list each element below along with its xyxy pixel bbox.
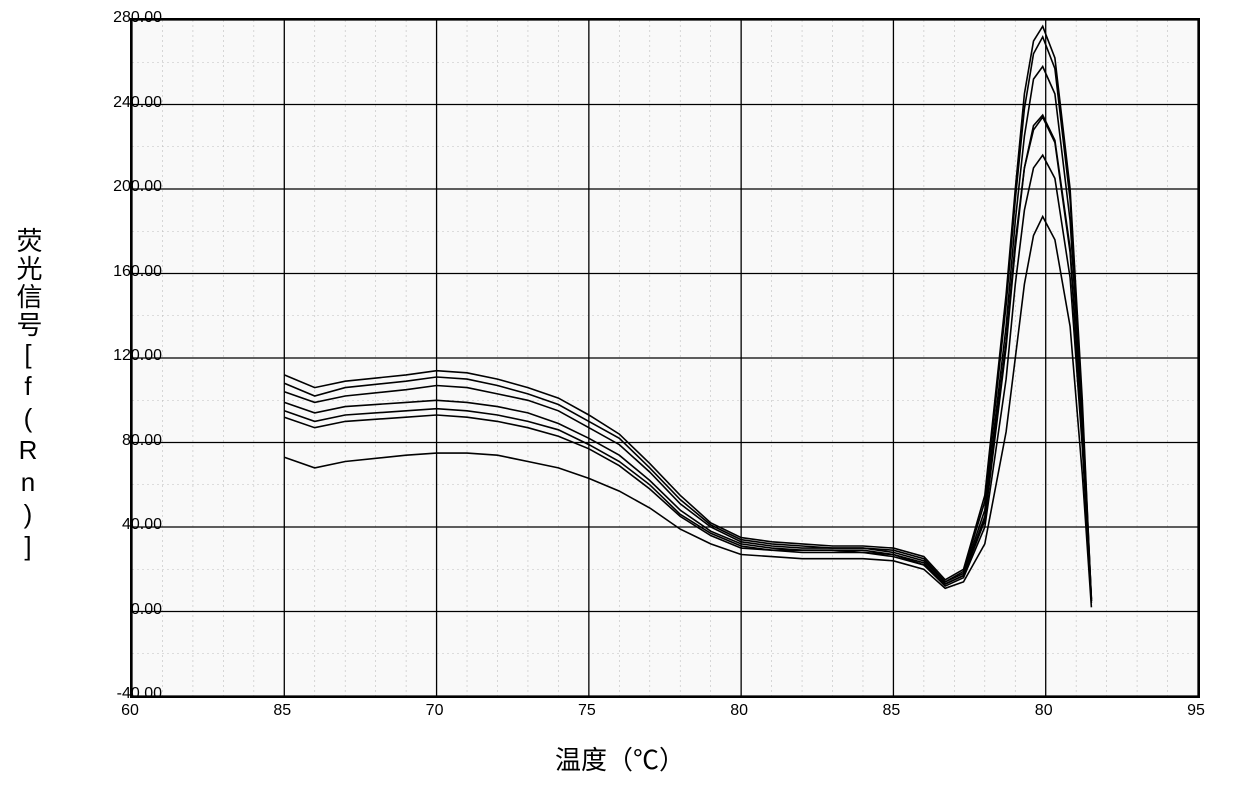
y-axis-label: 荧光信号[f(Rn)] xyxy=(10,227,47,563)
x-axis-label: 温度（℃） xyxy=(555,740,685,777)
series-s5 xyxy=(284,117,1091,601)
series-s4 xyxy=(284,115,1091,601)
x-tick-label: 85 xyxy=(883,702,901,720)
x-tick-label: 95 xyxy=(1187,702,1205,720)
x-tick-label: 70 xyxy=(426,702,444,720)
x-tick-label: 75 xyxy=(578,702,596,720)
y-tick-label: 0.00 xyxy=(102,601,162,619)
x-tick-label: 60 xyxy=(121,702,139,720)
y-tick-label: 120.00 xyxy=(102,347,162,365)
x-tick-label: 80 xyxy=(1035,702,1053,720)
x-tick-label: 80 xyxy=(730,702,748,720)
y-tick-label: 160.00 xyxy=(102,263,162,281)
y-tick-label: 80.00 xyxy=(102,432,162,450)
y-tick-label: 280.00 xyxy=(102,9,162,27)
y-tick-label: -40.00 xyxy=(102,685,162,703)
y-tick-label: 40.00 xyxy=(102,516,162,534)
curves-layer xyxy=(132,20,1198,696)
melt-curve-chart: 荧光信号[f(Rn)] 温度（℃） -40.00 0.00 40.00 80.00 12… xyxy=(0,0,1240,789)
plot-area xyxy=(130,18,1200,698)
series-s6 xyxy=(284,155,1091,603)
y-tick-label: 240.00 xyxy=(102,94,162,112)
x-tick-label: 85 xyxy=(273,702,291,720)
y-tick-label: 200.00 xyxy=(102,178,162,196)
